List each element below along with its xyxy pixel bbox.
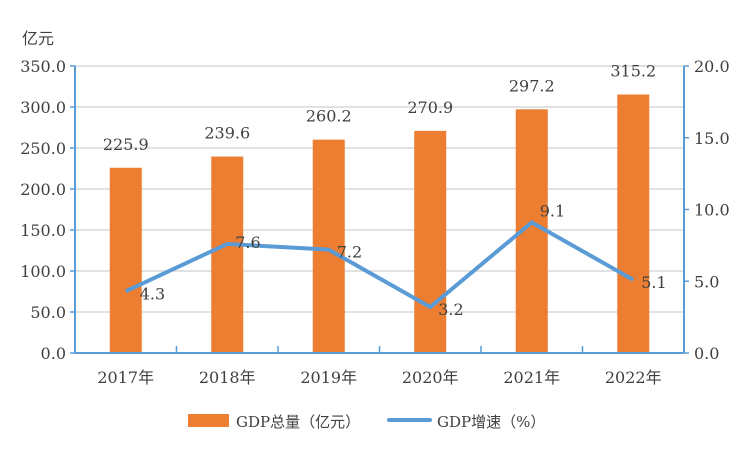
x-axis-tick-label: 2021年 [503,368,560,387]
left-axis-tick-label: 200.0 [20,180,66,199]
left-axis-tick-label: 0.0 [41,344,66,363]
left-axis-tick-label: 100.0 [20,262,66,281]
line-data-label: 7.2 [337,243,362,262]
legend-label-gdp-growth: GDP增速（%） [437,413,545,431]
right-axis-tick-label: 15.0 [694,129,730,148]
bar-gdp-total [211,157,243,353]
line-data-label: 9.1 [540,201,565,220]
line-data-label: 4.3 [140,284,165,303]
bar-data-label: 315.2 [610,62,656,81]
right-axis-tick-label: 20.0 [694,57,730,76]
legend-swatch-gdp-total [188,414,229,427]
line-data-label: 3.2 [438,300,463,319]
legend-label-gdp-total: GDP总量（亿元） [236,413,360,431]
left-axis-tick-label: 300.0 [20,98,66,117]
x-axis-tick-label: 2018年 [199,368,256,387]
left-axis-unit-label: 亿元 [22,29,54,48]
x-axis-tick-label: 2022年 [605,368,662,387]
bar-gdp-total [110,168,142,353]
x-axis-tick-label: 2020年 [402,368,459,387]
bar-data-label: 270.9 [407,98,453,117]
left-axis-tick-label: 250.0 [20,139,66,158]
x-axis-tick-label: 2019年 [300,368,357,387]
left-axis-tick-label: 150.0 [20,221,66,240]
x-axis-tick-label: 2017年 [97,368,154,387]
line-data-label: 7.6 [235,233,260,252]
right-axis-tick-label: 0.0 [694,344,719,363]
bar-data-label: 297.2 [509,76,555,95]
line-data-label: 5.1 [641,273,666,292]
bar-data-label: 225.9 [103,135,149,154]
bar-data-label: 239.6 [204,124,250,143]
bar-gdp-total [617,95,649,353]
right-axis-tick-label: 5.0 [694,272,719,291]
left-axis-tick-label: 350.0 [20,57,66,76]
left-axis-tick-label: 50.0 [30,303,66,322]
bar-gdp-total [414,131,446,353]
bar-data-label: 260.2 [306,107,352,126]
right-axis-tick-label: 10.0 [694,201,730,220]
line-gdp-growth [126,222,634,307]
